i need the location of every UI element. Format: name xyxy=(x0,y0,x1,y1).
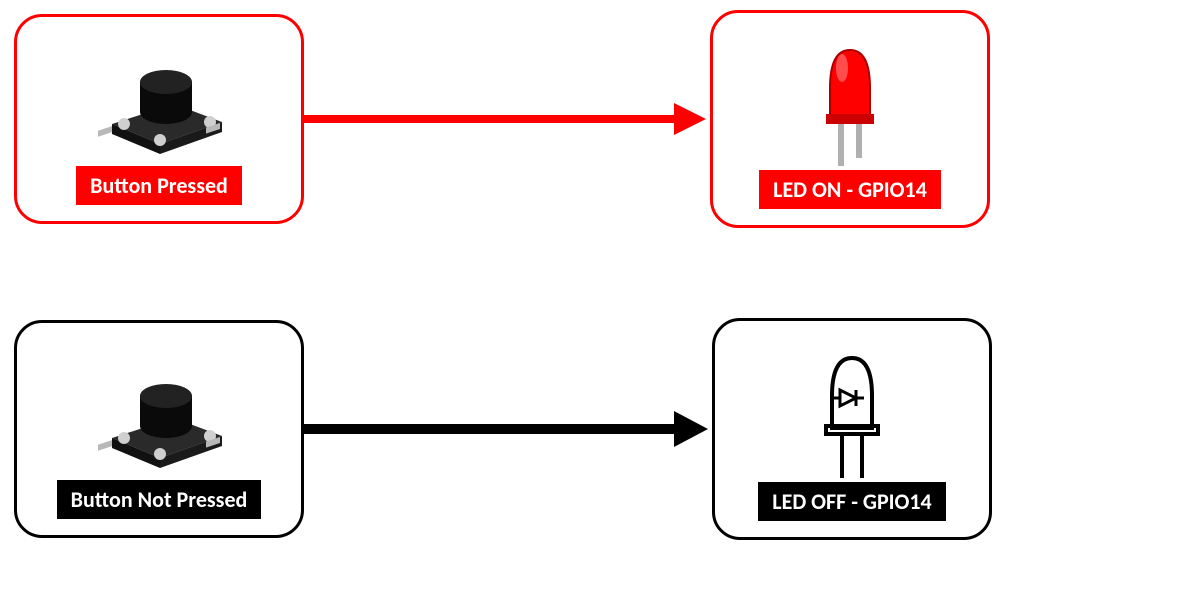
label-led-on: LED ON - GPIO14 xyxy=(757,168,943,211)
arrow-head-icon xyxy=(674,103,706,135)
card-button-pressed: Button Pressed xyxy=(14,14,304,224)
label-text: LED ON - GPIO14 xyxy=(773,176,927,203)
label-led-off: LED OFF - GPIO14 xyxy=(756,480,947,523)
arrow-pressed xyxy=(304,103,706,135)
tactile-button-icon xyxy=(84,368,234,478)
arrow-head-icon xyxy=(674,411,708,447)
card-led-on: LED ON - GPIO14 xyxy=(710,10,990,228)
tactile-button-icon xyxy=(84,54,234,164)
card-led-off: LED OFF - GPIO14 xyxy=(712,318,992,540)
label-button-not-pressed: Button Not Pressed xyxy=(55,478,264,521)
led-on-icon xyxy=(800,38,900,168)
row-pressed: Button Pressed LED ON - GPIO14 xyxy=(14,10,990,228)
label-button-pressed: Button Pressed xyxy=(74,164,244,207)
arrow-line xyxy=(304,424,674,434)
label-text: Button Pressed xyxy=(90,172,228,199)
label-text: Button Not Pressed xyxy=(71,486,248,513)
arrow-line xyxy=(304,115,674,123)
arrow-not-pressed xyxy=(304,411,708,447)
label-text: LED OFF - GPIO14 xyxy=(772,488,931,515)
led-off-icon xyxy=(802,348,902,480)
card-button-not-pressed: Button Not Pressed xyxy=(14,320,304,538)
row-not-pressed: Button Not Pressed LED OFF - GPIO14 xyxy=(14,318,992,540)
